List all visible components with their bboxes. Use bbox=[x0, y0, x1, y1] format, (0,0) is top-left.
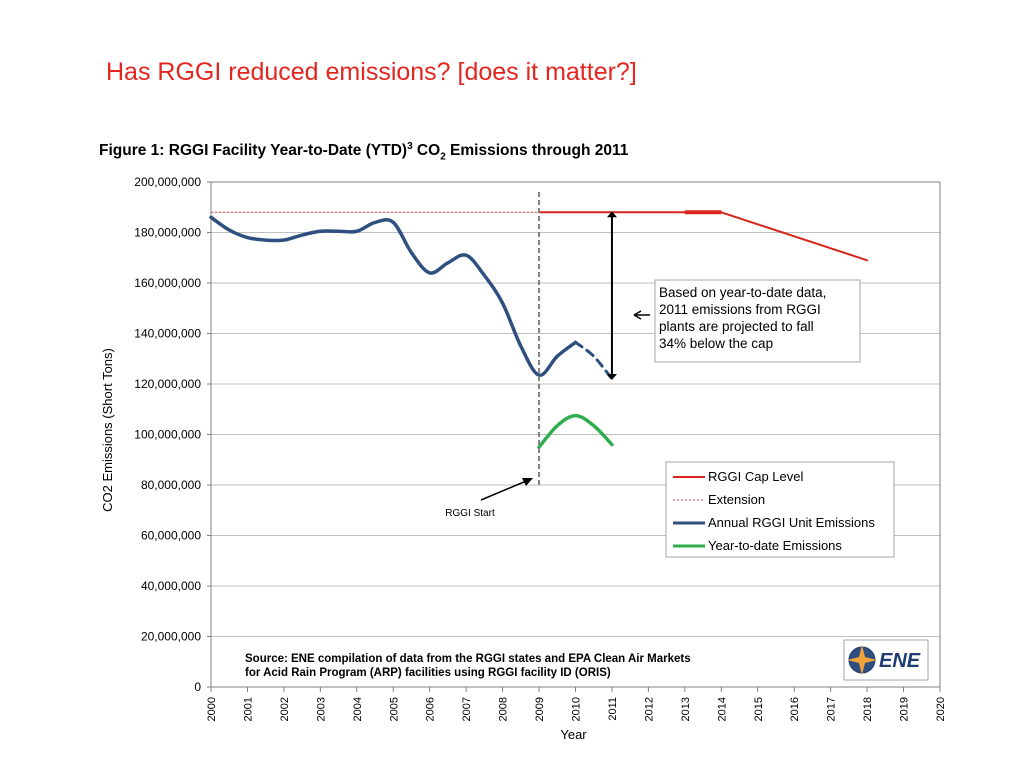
x-tick-label: 2014 bbox=[716, 697, 728, 721]
series-cap-line bbox=[538, 211, 869, 262]
x-tick-label: 2015 bbox=[753, 697, 765, 721]
x-tick-label: 2017 bbox=[826, 697, 838, 721]
x-tick-label: 2006 bbox=[425, 697, 437, 721]
series-ytd-line bbox=[537, 413, 614, 449]
y-tick-label: 80,000,000 bbox=[141, 478, 201, 492]
annotation-line: Based on year-to-date data, bbox=[659, 285, 826, 300]
x-tick-label: 2007 bbox=[461, 697, 473, 721]
rggi-start-arrow bbox=[480, 478, 532, 501]
x-tick-label: 2013 bbox=[680, 697, 692, 721]
y-tick-label: 120,000,000 bbox=[134, 377, 201, 391]
y-tick-label: 100,000,000 bbox=[134, 428, 201, 442]
y-tick-label: 180,000,000 bbox=[134, 226, 201, 240]
slide-title: Has RGGI reduced emissions? [does it mat… bbox=[106, 58, 637, 86]
series-annual-line bbox=[209, 215, 578, 377]
legend: RGGI Cap Level Extension Annual RGGI Unit … bbox=[665, 461, 895, 558]
legend-label-cap: RGGI Cap Level bbox=[708, 469, 803, 484]
rggi-start-label: RGGI Start bbox=[445, 508, 495, 519]
x-axis-label: Year bbox=[560, 727, 587, 742]
legend-label-extension: Extension bbox=[708, 492, 765, 507]
y-axis-ticks: 0 20,000,000 40,000,000 60,000,000 80,000,00… bbox=[134, 175, 211, 694]
legend-label-ytd: Year-to-date Emissions bbox=[708, 538, 842, 553]
figure-title-superscript: 3 bbox=[407, 141, 413, 152]
annotation-line: 2011 emissions from RGGI bbox=[659, 302, 821, 317]
y-tick-label: 200,000,000 bbox=[134, 175, 201, 189]
ene-logo-text: ENE bbox=[879, 650, 921, 672]
legend-label-annual: Annual RGGI Unit Emissions bbox=[708, 515, 875, 530]
annotation-pointer-head bbox=[633, 310, 642, 320]
y-tick-label: 40,000,000 bbox=[141, 579, 201, 593]
x-tick-label: 2003 bbox=[315, 697, 327, 721]
x-tick-label: 2004 bbox=[352, 697, 364, 721]
x-tick-label: 2011 bbox=[607, 697, 619, 721]
x-axis-ticks: 2000 2001 2002 2003 2004 2005 2006 2007 2008 2009… bbox=[206, 687, 947, 721]
x-tick-label: 2001 bbox=[242, 697, 254, 721]
annotation-layer: RGGI Start Based on year-to-date data, 201… bbox=[445, 192, 861, 519]
x-tick-label: 2000 bbox=[206, 697, 218, 721]
x-tick-label: 2012 bbox=[643, 697, 655, 721]
grid-layer bbox=[211, 181, 940, 688]
x-tick-label: 2020 bbox=[935, 697, 947, 721]
y-tick-label: 140,000,000 bbox=[134, 327, 201, 341]
annotation-box bbox=[654, 279, 861, 363]
series-annual-projected-line bbox=[574, 340, 614, 381]
x-tick-label: 2002 bbox=[279, 697, 291, 721]
x-tick-label: 2016 bbox=[789, 697, 801, 721]
source-note: Source: ENE compilation of data from the… bbox=[245, 639, 929, 681]
gap-arrowhead-top bbox=[606, 211, 617, 218]
figure-title: Figure 1: RGGI Facility Year-to-Date (YT… bbox=[99, 141, 628, 162]
figure-title-mid: CO bbox=[412, 142, 441, 160]
series-layer bbox=[209, 210, 869, 449]
annotation-line: 34% below the cap bbox=[659, 336, 773, 351]
y-tick-label: 160,000,000 bbox=[134, 276, 201, 290]
figure-title-suffix: Emissions through 2011 bbox=[445, 142, 629, 160]
y-tick-label: 20,000,000 bbox=[141, 630, 201, 644]
gap-arrowhead-bottom bbox=[606, 373, 617, 380]
y-tick-label: 0 bbox=[194, 680, 201, 694]
compass-icon bbox=[847, 645, 877, 675]
y-axis-label: CO2 Emissions (Short Tons) bbox=[100, 348, 115, 512]
x-tick-label: 2008 bbox=[498, 697, 510, 721]
compass-icon-star bbox=[847, 645, 877, 675]
rggi-start-arrowhead bbox=[522, 478, 533, 486]
y-tick-label: 60,000,000 bbox=[141, 529, 201, 543]
x-tick-label: 2010 bbox=[571, 697, 583, 721]
figure-title-prefix: Figure 1: RGGI Facility Year-to-Date (YT… bbox=[99, 142, 408, 160]
source-line: Source: ENE compilation of data from the… bbox=[245, 653, 691, 665]
figure-title-subscript: 2 bbox=[440, 151, 446, 163]
x-tick-label: 2005 bbox=[388, 697, 400, 721]
x-tick-label: 2019 bbox=[899, 697, 911, 721]
x-tick-label: 2018 bbox=[862, 697, 874, 721]
x-tick-label: 2009 bbox=[534, 697, 546, 721]
annotation-line: plants are projected to fall bbox=[659, 319, 814, 334]
source-line: for Acid Rain Program (ARP) facilities u… bbox=[245, 667, 611, 679]
